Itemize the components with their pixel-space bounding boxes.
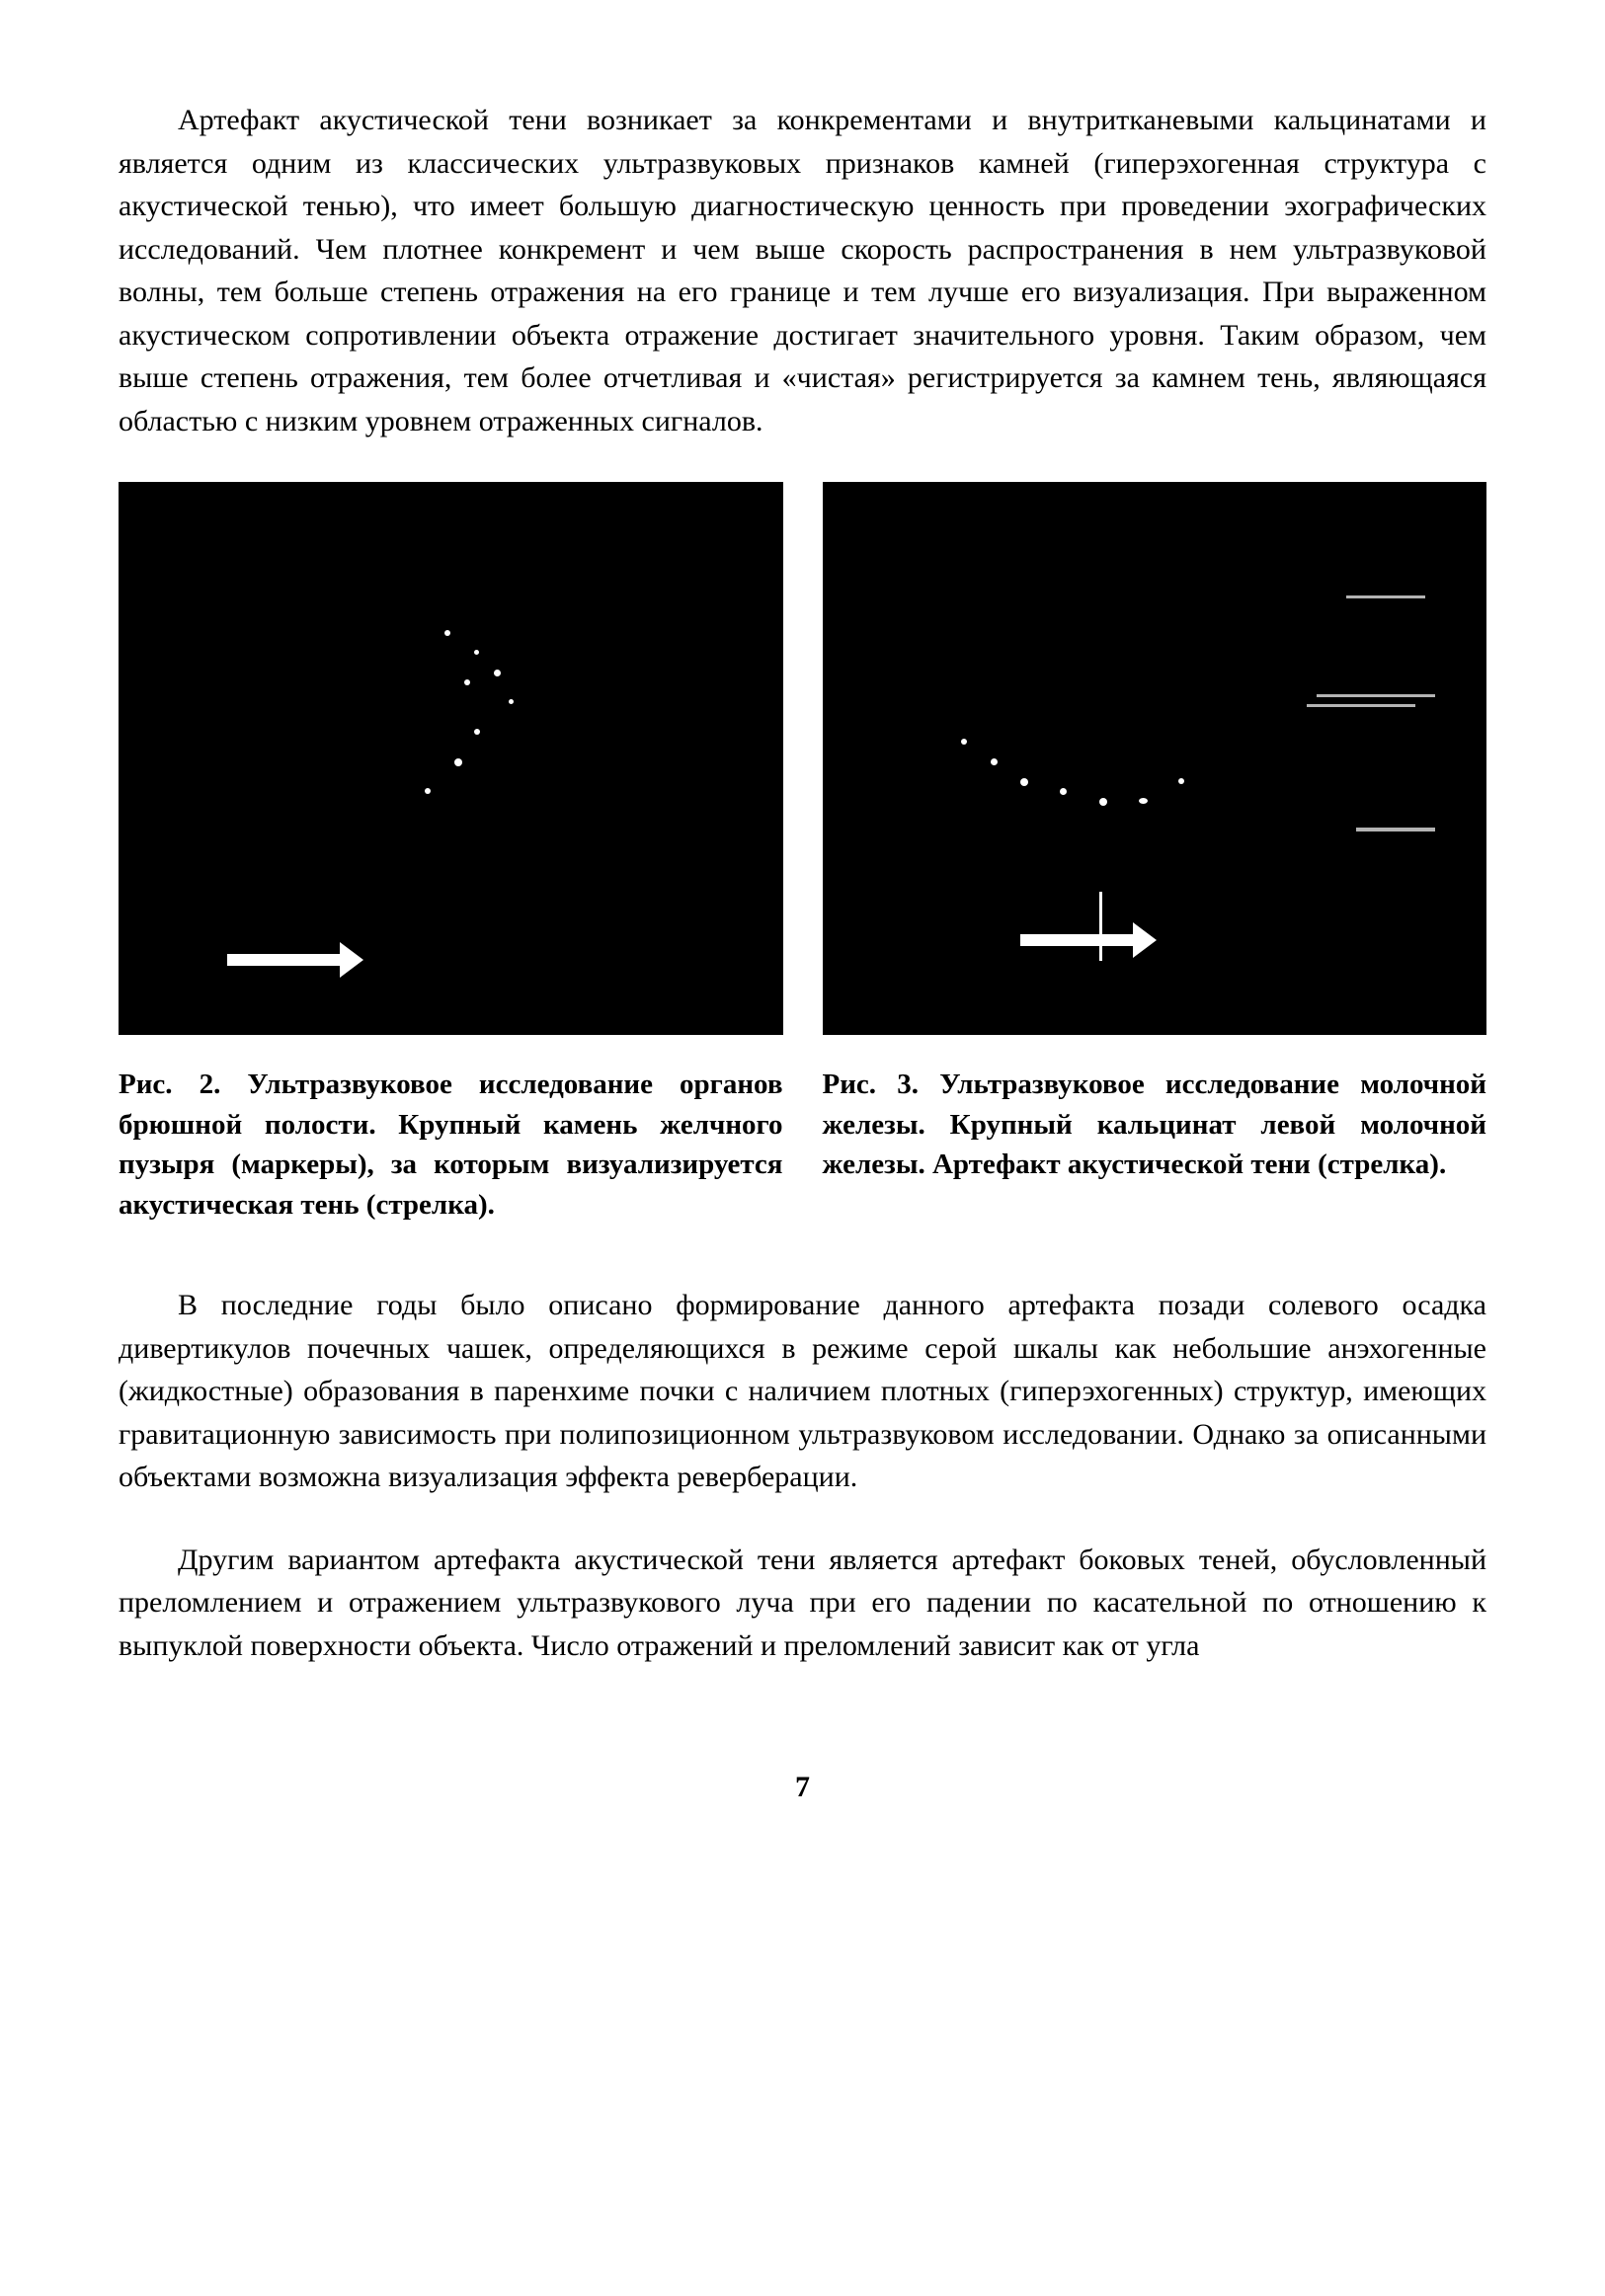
ultrasound-speckle bbox=[1178, 778, 1184, 784]
ultrasound-streak bbox=[1317, 694, 1435, 697]
ultrasound-speckle bbox=[474, 729, 480, 735]
ultrasound-speckle bbox=[444, 630, 450, 636]
arrow-right-icon bbox=[227, 954, 346, 966]
ultrasound-speckle bbox=[509, 699, 514, 704]
ultrasound-speckle bbox=[454, 758, 462, 766]
ultrasound-speckle bbox=[1139, 798, 1148, 804]
ultrasound-speckle bbox=[494, 670, 501, 676]
ultrasound-speckle bbox=[425, 788, 431, 794]
ultrasound-speckle bbox=[464, 679, 470, 685]
figure-2-image bbox=[119, 482, 783, 1035]
figure-3-image bbox=[823, 482, 1487, 1035]
paragraph-1-text: Артефакт акустической тени возникает за … bbox=[119, 104, 1486, 437]
figure-3-caption: Рис. 3. Ультразвуковое исследование моло… bbox=[823, 1065, 1487, 1185]
paragraph-1: Артефакт акустической тени возникает за … bbox=[119, 99, 1486, 442]
ultrasound-streak bbox=[1356, 828, 1435, 831]
page-number: 7 bbox=[119, 1766, 1486, 1809]
ultrasound-speckle bbox=[1060, 788, 1067, 795]
figure-3-block: Рис. 3. Ультразвуковое исследование моло… bbox=[823, 482, 1487, 1225]
ultrasound-speckle bbox=[1099, 798, 1107, 806]
paragraph-2-text: В последние годы было описано формирован… bbox=[119, 1289, 1486, 1493]
ultrasound-streak bbox=[1307, 704, 1415, 707]
ultrasound-speckle bbox=[961, 739, 967, 745]
paragraph-3-text: Другим вариантом артефакта акустической … bbox=[119, 1544, 1486, 1662]
vertical-marker bbox=[1099, 892, 1102, 961]
figure-2-block: Рис. 2. Ультразвуковое исследование орга… bbox=[119, 482, 783, 1225]
paragraph-2: В последние годы было описано формирован… bbox=[119, 1284, 1486, 1499]
figures-row: Рис. 2. Ультразвуковое исследование орга… bbox=[119, 482, 1486, 1225]
ultrasound-speckle bbox=[474, 650, 479, 655]
ultrasound-streak bbox=[1346, 595, 1425, 598]
paragraph-3: Другим вариантом артефакта акустической … bbox=[119, 1539, 1486, 1668]
ultrasound-speckle bbox=[991, 758, 998, 765]
ultrasound-speckle bbox=[1020, 778, 1028, 786]
arrow-right-icon bbox=[1020, 934, 1139, 946]
figure-2-caption: Рис. 2. Ультразвуковое исследование орга… bbox=[119, 1065, 783, 1225]
